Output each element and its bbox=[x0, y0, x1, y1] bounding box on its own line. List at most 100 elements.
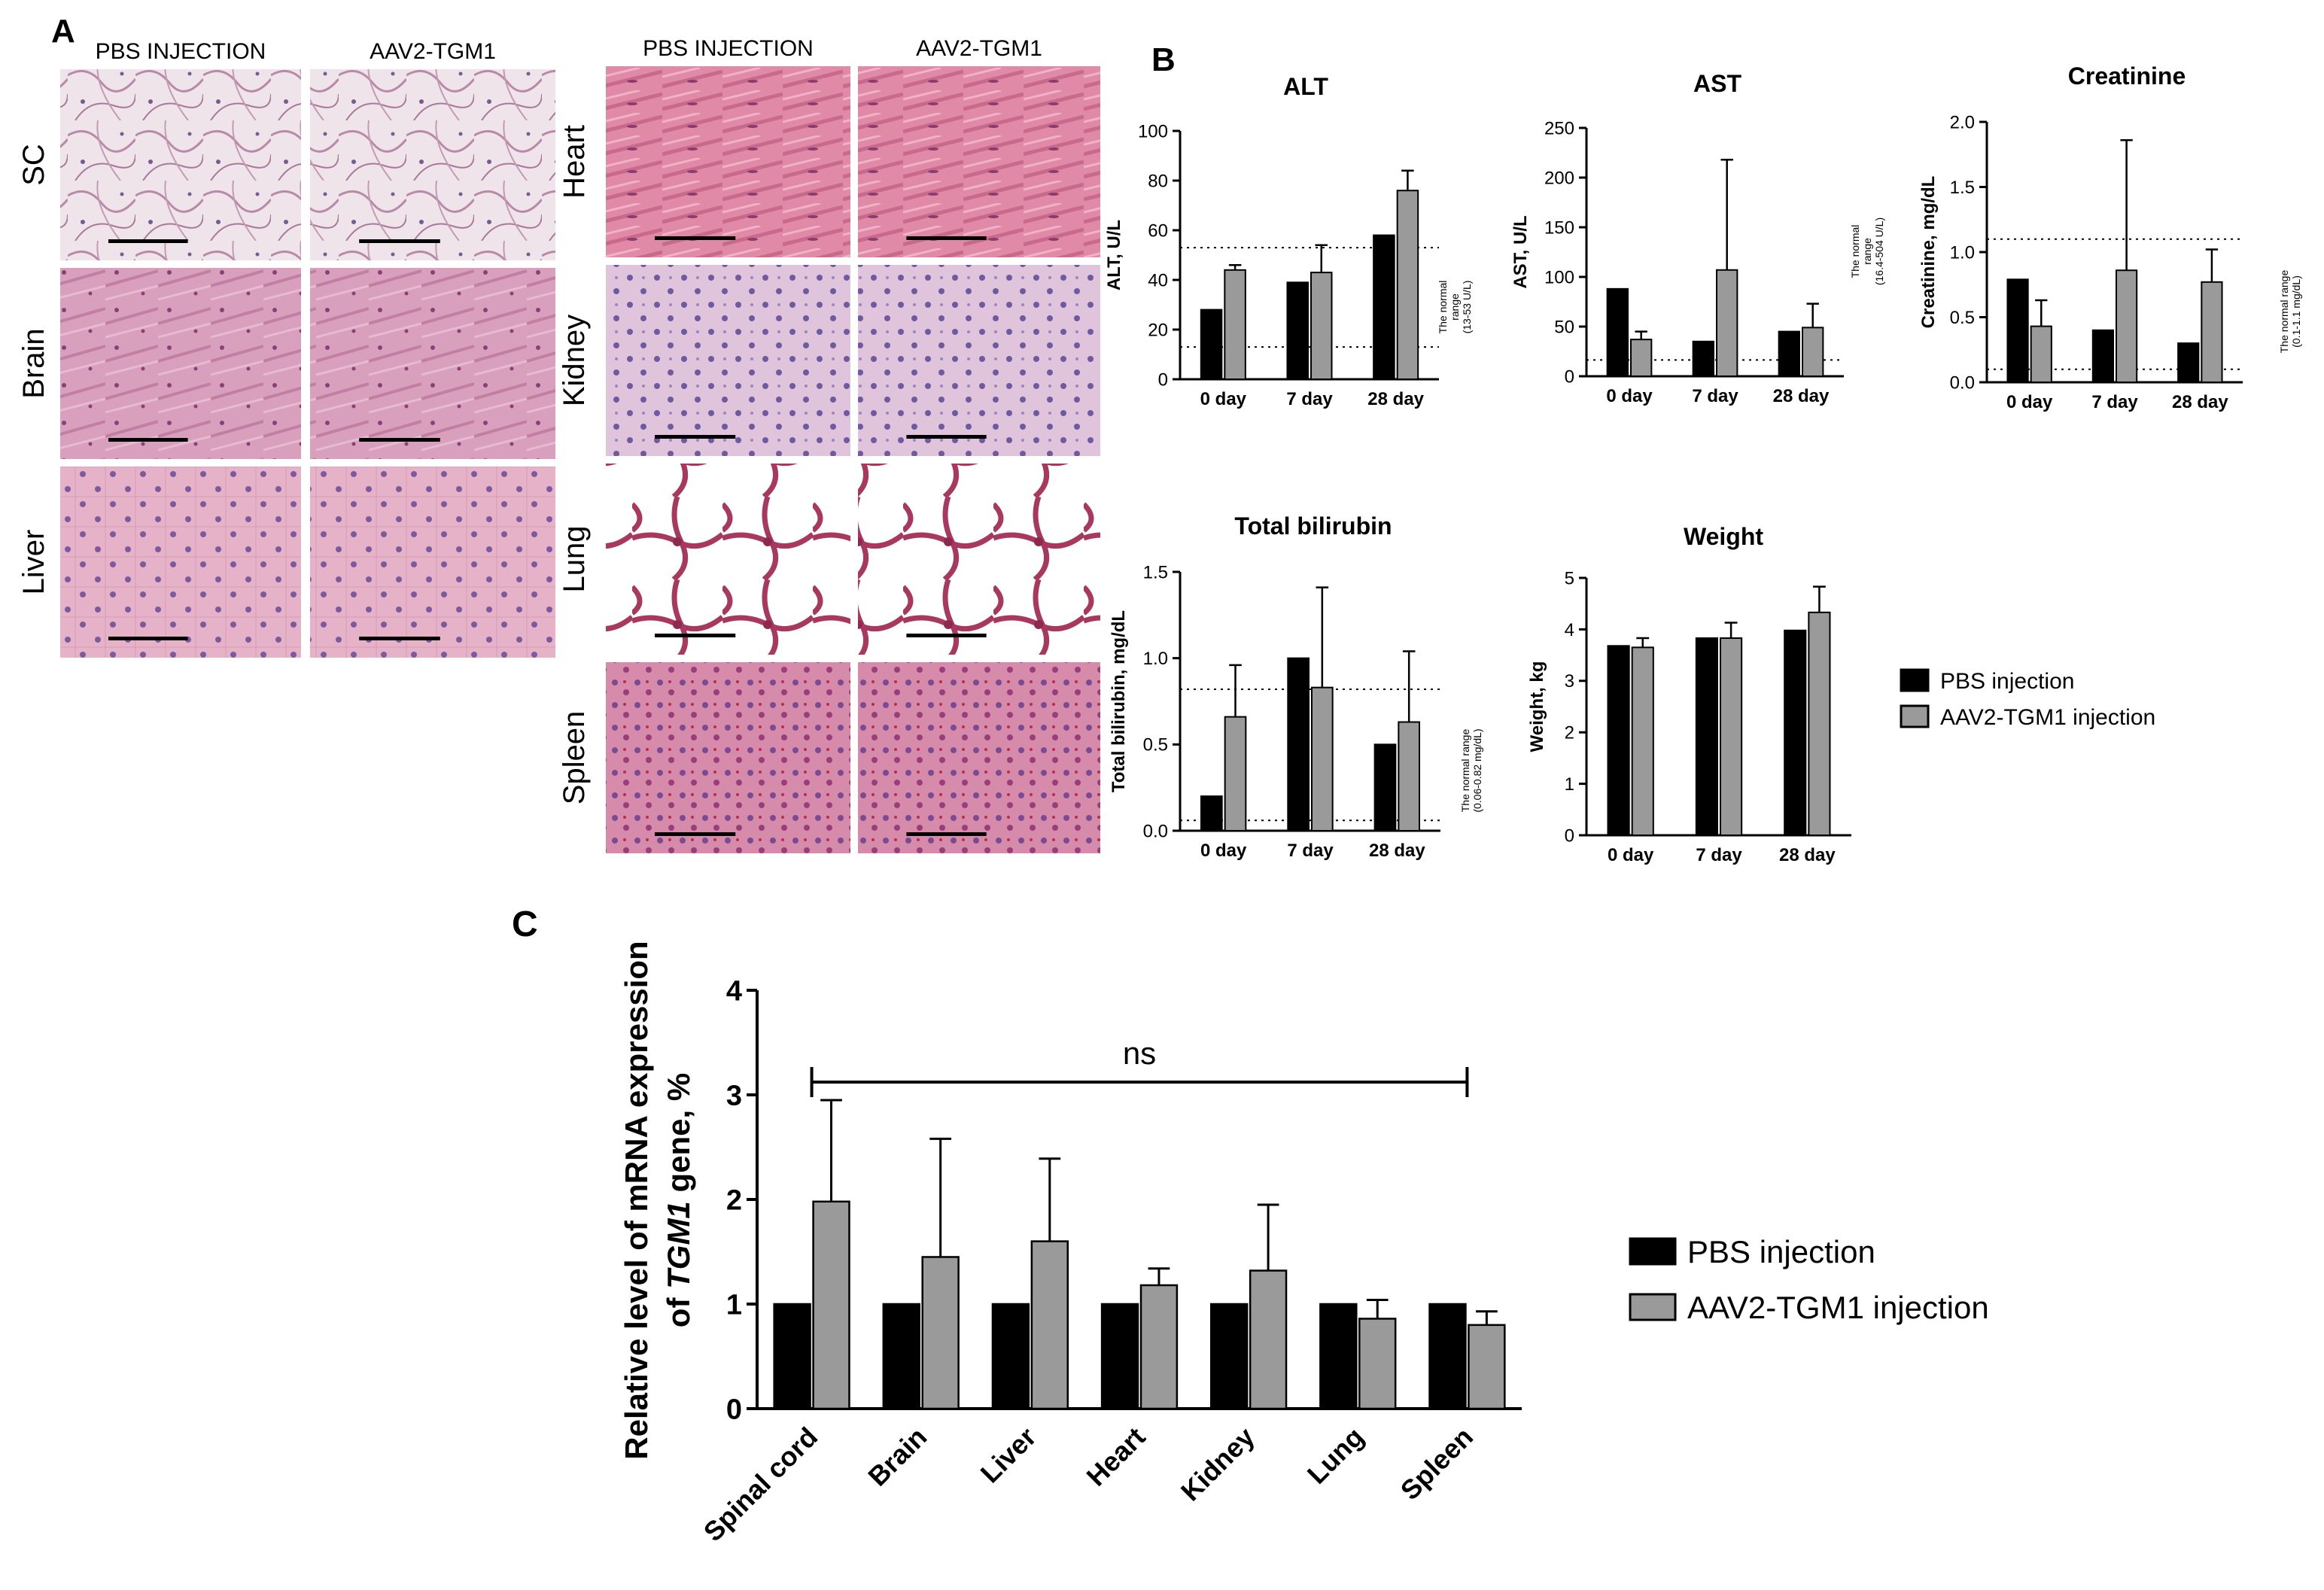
panel-a-histology: A PBS INJECTION AAV2-TGM1 SC Brain Liver PBS I… bbox=[17, 13, 1100, 853]
category-label: Lung bbox=[1301, 1421, 1370, 1490]
aav-bar bbox=[1224, 269, 1246, 380]
row-label-kidney: Kidney bbox=[558, 315, 591, 406]
aav-bar bbox=[1398, 721, 1421, 832]
category-label: 28 day bbox=[1773, 386, 1830, 406]
lung-micrograph-aav bbox=[858, 464, 1100, 655]
y-axis-label: Total bilirubin, mg/dL bbox=[1109, 610, 1129, 792]
category-label: Brain bbox=[862, 1421, 932, 1492]
category-label: 0 day bbox=[1606, 386, 1653, 406]
pbs-bar bbox=[1373, 234, 1395, 380]
y-tick-label: 250 bbox=[1544, 118, 1574, 138]
scale-bar bbox=[655, 435, 736, 439]
y-axis-label-part: gene, % bbox=[661, 1073, 696, 1201]
category-label: 28 day bbox=[1369, 841, 1425, 861]
category-label: 0 day bbox=[2006, 392, 2053, 412]
sc-micrograph-pbs bbox=[60, 69, 301, 260]
scale-bar bbox=[906, 832, 987, 836]
pbs-bar bbox=[1606, 287, 1629, 377]
heart-micrograph-pbs bbox=[606, 66, 850, 257]
pbs-bar bbox=[1692, 340, 1714, 377]
category-label: Heart bbox=[1081, 1421, 1151, 1492]
right-col-header-0: PBS INJECTION bbox=[643, 36, 814, 61]
chart-title: ALT bbox=[1283, 73, 1328, 100]
aav-bar bbox=[1808, 611, 1831, 836]
aav-bar bbox=[1630, 339, 1653, 378]
kidney-micrograph-pbs bbox=[606, 265, 850, 456]
spleen-micrograph-pbs bbox=[606, 662, 850, 853]
chart-title: Creatinine bbox=[2068, 62, 2186, 90]
y-tick-label: 60 bbox=[1148, 220, 1168, 241]
pbs-bar bbox=[882, 1303, 920, 1410]
pbs-bar bbox=[1695, 637, 1719, 836]
aav-bar bbox=[1224, 716, 1247, 832]
chart-title: Weight bbox=[1684, 523, 1763, 550]
y-axis-label-line1: Relative level of mRNA expression bbox=[619, 941, 654, 1459]
aav-bar bbox=[1358, 1318, 1397, 1410]
aav-bar bbox=[2201, 281, 2223, 384]
category-label: 7 day bbox=[1692, 386, 1738, 406]
scale-bar bbox=[359, 637, 440, 640]
aav-legend-swatch bbox=[1629, 1293, 1677, 1321]
aav-bar bbox=[1311, 686, 1334, 831]
category-label: 0 day bbox=[1608, 845, 1654, 865]
category-label: 28 day bbox=[1779, 845, 1836, 865]
category-label: 7 day bbox=[1286, 389, 1333, 409]
aav-bar bbox=[1802, 327, 1824, 378]
chart-2: 0.0 0.5 1.0 1.5 2.0 0 day 7 day 28 day Creatinin… bbox=[1918, 62, 2302, 412]
right-col-header-1: AAV2-TGM1 bbox=[916, 36, 1042, 61]
row-label-brain: Brain bbox=[17, 328, 50, 398]
chart-title: AST bbox=[1693, 70, 1741, 97]
spleen-micrograph-aav bbox=[858, 662, 1100, 853]
y-tick-label: 40 bbox=[1148, 270, 1168, 290]
y-tick-label: 1.0 bbox=[1950, 242, 1975, 263]
pbs-bar bbox=[991, 1303, 1030, 1410]
aav-bar bbox=[2030, 325, 2052, 383]
left-col-header-1: AAV2-TGM1 bbox=[370, 39, 496, 64]
category-label: Kidney bbox=[1175, 1421, 1261, 1507]
y-axis-label: Creatinine, mg/dL bbox=[1918, 176, 1939, 329]
category-label: 7 day bbox=[1287, 841, 1334, 861]
y-tick-label: 1.5 bbox=[1950, 178, 1975, 198]
legend-label-1: AAV2-TGM1 injection bbox=[1687, 1290, 1989, 1325]
aav-bar bbox=[1396, 190, 1419, 380]
aav-bar bbox=[1139, 1284, 1179, 1410]
category-label: Spinal cord bbox=[698, 1421, 824, 1548]
aav-bar bbox=[1631, 646, 1654, 837]
y-tick-label: 2 bbox=[726, 1184, 742, 1216]
brain-micrograph-aav bbox=[310, 268, 555, 459]
scale-bar bbox=[655, 634, 736, 637]
aav-bar bbox=[1720, 637, 1743, 836]
legend-label-0: PBS injection bbox=[1940, 669, 2074, 694]
aav-legend-swatch bbox=[1900, 704, 1930, 728]
y-tick-label: 2 bbox=[1565, 723, 1574, 743]
chart-4: 0 1 2 3 4 5 0 day 7 day 28 day Weight Weight, kg bbox=[1527, 523, 1851, 865]
y-tick-label: 0 bbox=[1565, 825, 1574, 846]
scale-bar bbox=[359, 239, 440, 243]
scale-bar bbox=[906, 435, 987, 439]
scale-bar bbox=[906, 236, 987, 240]
range-note: (16.4-504 U/L) bbox=[1873, 217, 1885, 285]
pbs-bar bbox=[1200, 309, 1223, 381]
left-col-header-0: PBS INJECTION bbox=[96, 39, 266, 64]
aav-bar bbox=[1249, 1269, 1288, 1410]
y-tick-label: 0 bbox=[726, 1394, 742, 1425]
range-note: (0.06-0.82 mg/dL) bbox=[1471, 728, 1483, 812]
range-note: The normal range bbox=[1459, 729, 1471, 813]
aav-bar bbox=[1468, 1324, 1506, 1410]
chart-3: 0.0 0.5 1.0 1.5 0 day 7 day 28 day Total biliru… bbox=[1109, 512, 1483, 861]
y-tick-label: 0.0 bbox=[1950, 372, 1975, 393]
y-tick-label: 4 bbox=[1565, 620, 1574, 640]
significance-label: ns bbox=[1123, 1035, 1156, 1071]
range-note: (13-53 U/L) bbox=[1461, 281, 1473, 334]
pbs-legend-swatch bbox=[1629, 1237, 1677, 1266]
y-tick-label: 100 bbox=[1544, 267, 1574, 287]
scale-bar bbox=[108, 637, 188, 640]
scale-bar bbox=[108, 239, 188, 243]
y-tick-label: 150 bbox=[1544, 217, 1574, 238]
legends-layer: PBS injection AAV2-TGM1 injection PBS inje… bbox=[1629, 668, 2155, 1325]
y-axis-label: Weight, kg bbox=[1527, 661, 1547, 752]
scale-bar bbox=[655, 236, 736, 240]
y-axis-label: ALT, U/L bbox=[1104, 220, 1124, 290]
